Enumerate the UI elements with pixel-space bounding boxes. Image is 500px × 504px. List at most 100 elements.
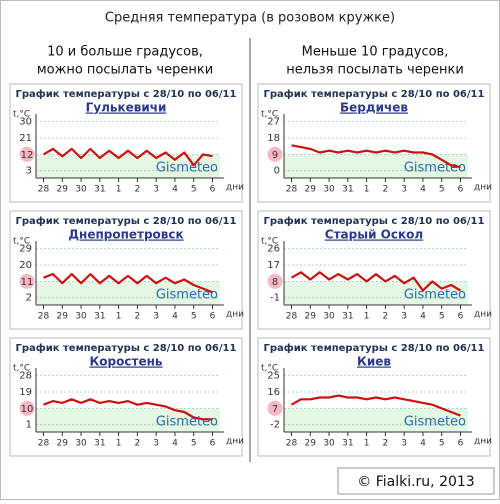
temperature-line (290, 394, 461, 417)
x-tick-label: 1 (364, 312, 370, 322)
x-tick-label: 6 (210, 439, 216, 449)
x-tick-label: 5 (439, 439, 445, 449)
chart-title: График температуры с 28/10 по 06/11 (16, 215, 237, 227)
marker-circle (267, 146, 283, 162)
marker-label: 10 (21, 404, 34, 415)
chart-box (257, 83, 491, 203)
x-tick-label: 4 (420, 312, 426, 322)
band (36, 281, 220, 305)
brand: Gismeteo (156, 161, 218, 176)
y-tick-label: 16 (267, 387, 280, 398)
marker-circle (267, 400, 283, 416)
temperature-line (290, 271, 462, 292)
x-tick-label: 1 (364, 439, 370, 449)
x-tick-label: 4 (172, 439, 178, 449)
footer-box (337, 467, 495, 495)
y-tick-label: 0 (274, 166, 280, 177)
x-tick-label: 2 (135, 439, 141, 449)
city-name: Киев (357, 355, 391, 369)
x-tick-label: 28 (286, 185, 298, 195)
column-heading: 10 и больше градусов, (47, 45, 203, 60)
x-tick-label: 28 (38, 185, 50, 195)
brand: Gismeteo (156, 288, 218, 303)
x-tick-label: 4 (172, 312, 178, 322)
chart-title: График температуры с 28/10 по 06/11 (264, 342, 485, 354)
page-title: Средняя температура (в розовом кружке) (105, 11, 395, 26)
x-tick-label: 3 (401, 185, 407, 195)
x-tick-label: 1 (116, 439, 122, 449)
brand: Gismeteo (404, 288, 466, 303)
x-tick-label: 29 (57, 439, 69, 449)
y-tick-label: 18 (267, 133, 280, 144)
city-name: Днепропетровск (68, 228, 183, 242)
marker-label: 11 (21, 277, 34, 288)
city-name: Старый Оскол (325, 228, 423, 242)
x-axis-label: дни (226, 437, 244, 447)
x-tick-label: 2 (135, 185, 141, 195)
temperature-line (42, 147, 213, 167)
x-tick-label: 3 (153, 439, 159, 449)
y-tick-label: 19 (19, 387, 32, 398)
x-tick-label: 30 (75, 185, 87, 195)
x-tick-label: 5 (191, 439, 197, 449)
x-tick-label: 4 (420, 185, 426, 195)
x-tick-label: 6 (458, 439, 464, 449)
y-tick-label: 17 (267, 260, 280, 271)
y-tick-label: 27 (267, 117, 280, 128)
y-axis-label: t,°C (13, 364, 30, 374)
x-axis-label: дни (474, 183, 492, 193)
marker-label: 9 (272, 150, 278, 161)
y-tick-label: 28 (19, 371, 32, 382)
band (284, 408, 468, 432)
y-tick-label: -2 (270, 420, 280, 431)
brand: Gismeteo (404, 161, 466, 176)
x-tick-label: 2 (383, 312, 389, 322)
x-tick-label: 3 (153, 312, 159, 322)
x-tick-label: 1 (116, 312, 122, 322)
x-tick-label: 29 (305, 185, 317, 195)
footer: © Fialki.ru, 2013 (357, 474, 474, 490)
x-tick-label: 28 (286, 312, 298, 322)
x-tick-label: 5 (439, 312, 445, 322)
city-name: Гулькевичи (86, 101, 167, 115)
x-tick-label: 3 (401, 312, 407, 322)
x-tick-label: 1 (116, 185, 122, 195)
y-tick-label: 3 (26, 166, 32, 177)
x-tick-label: 29 (305, 439, 317, 449)
x-tick-label: 3 (401, 439, 407, 449)
marker-label: 12 (21, 150, 34, 161)
y-tick-label: 2 (26, 293, 32, 304)
temperature-line (291, 144, 461, 169)
x-tick-label: 30 (75, 439, 87, 449)
brand: Gismeteo (156, 415, 218, 430)
x-tick-label: 29 (305, 312, 317, 322)
x-tick-label: 5 (191, 312, 197, 322)
city-name: Бердичев (340, 101, 408, 115)
y-tick-label: 1 (26, 420, 32, 431)
y-tick-label: 20 (19, 260, 32, 271)
marker-circle (19, 146, 35, 162)
chart-title: График температуры с 28/10 по 06/11 (16, 342, 237, 354)
y-tick-label: 26 (267, 244, 280, 255)
chart-title: График температуры с 28/10 по 06/11 (264, 88, 485, 100)
x-tick-label: 29 (57, 312, 69, 322)
y-tick-label: -1 (270, 293, 280, 304)
x-axis-label: дни (226, 310, 244, 320)
x-tick-label: 3 (153, 185, 159, 195)
x-axis-label: дни (474, 310, 492, 320)
x-tick-label: 6 (458, 185, 464, 195)
x-tick-label: 4 (172, 185, 178, 195)
chart-title: График температуры с 28/10 по 06/11 (16, 88, 237, 100)
y-axis-label: t,°C (13, 237, 30, 247)
y-tick-label: 30 (19, 117, 32, 128)
marker-circle (19, 400, 35, 416)
x-tick-label: 31 (94, 439, 105, 449)
x-tick-label: 31 (94, 185, 105, 195)
x-tick-label: 4 (420, 439, 426, 449)
temperature-line (43, 273, 213, 294)
column-heading: Меньше 10 градусов, (302, 45, 449, 60)
y-axis-label: t,°C (261, 364, 278, 374)
x-tick-label: 2 (383, 185, 389, 195)
chart-title: График температуры с 28/10 по 06/11 (264, 215, 485, 227)
column-heading: можно посылать черенки (37, 63, 213, 78)
